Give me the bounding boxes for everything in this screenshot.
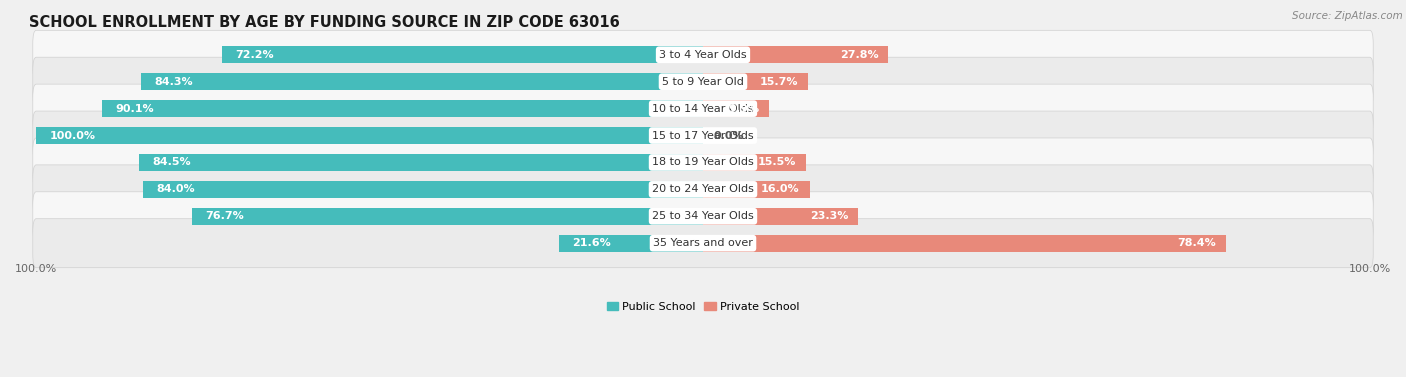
Text: 76.7%: 76.7% bbox=[205, 211, 243, 221]
FancyBboxPatch shape bbox=[32, 165, 1374, 214]
Bar bbox=[103, 100, 703, 117]
Text: 25 to 34 Year Olds: 25 to 34 Year Olds bbox=[652, 211, 754, 221]
Bar bbox=[703, 235, 1226, 251]
Bar bbox=[703, 208, 859, 225]
Text: 90.1%: 90.1% bbox=[115, 104, 155, 113]
Text: 78.4%: 78.4% bbox=[1177, 238, 1216, 248]
Bar bbox=[703, 154, 807, 171]
Text: 35 Years and over: 35 Years and over bbox=[652, 238, 754, 248]
Bar bbox=[560, 235, 703, 251]
Bar bbox=[703, 46, 889, 63]
FancyBboxPatch shape bbox=[32, 30, 1374, 79]
Text: 72.2%: 72.2% bbox=[235, 50, 274, 60]
Text: 16.0%: 16.0% bbox=[761, 184, 800, 195]
Bar bbox=[191, 208, 703, 225]
Text: 23.3%: 23.3% bbox=[810, 211, 848, 221]
Text: 9.9%: 9.9% bbox=[728, 104, 759, 113]
FancyBboxPatch shape bbox=[32, 57, 1374, 106]
Text: 0.0%: 0.0% bbox=[713, 130, 744, 141]
Text: 5 to 9 Year Old: 5 to 9 Year Old bbox=[662, 77, 744, 87]
Text: 18 to 19 Year Olds: 18 to 19 Year Olds bbox=[652, 158, 754, 167]
Bar bbox=[703, 181, 810, 198]
Text: 27.8%: 27.8% bbox=[839, 50, 879, 60]
Text: 10 to 14 Year Olds: 10 to 14 Year Olds bbox=[652, 104, 754, 113]
Text: 100.0%: 100.0% bbox=[49, 130, 96, 141]
Text: 15 to 17 Year Olds: 15 to 17 Year Olds bbox=[652, 130, 754, 141]
Text: 15.7%: 15.7% bbox=[759, 77, 797, 87]
Bar bbox=[703, 74, 807, 90]
Text: 3 to 4 Year Olds: 3 to 4 Year Olds bbox=[659, 50, 747, 60]
Text: 84.3%: 84.3% bbox=[155, 77, 193, 87]
Text: Source: ZipAtlas.com: Source: ZipAtlas.com bbox=[1292, 11, 1403, 21]
Bar bbox=[703, 100, 769, 117]
Bar bbox=[143, 181, 703, 198]
Text: 20 to 24 Year Olds: 20 to 24 Year Olds bbox=[652, 184, 754, 195]
FancyBboxPatch shape bbox=[32, 192, 1374, 241]
Bar bbox=[37, 127, 703, 144]
FancyBboxPatch shape bbox=[32, 138, 1374, 187]
Text: 84.0%: 84.0% bbox=[156, 184, 195, 195]
Text: 15.5%: 15.5% bbox=[758, 158, 796, 167]
Text: SCHOOL ENROLLMENT BY AGE BY FUNDING SOURCE IN ZIP CODE 63016: SCHOOL ENROLLMENT BY AGE BY FUNDING SOUR… bbox=[30, 15, 620, 30]
FancyBboxPatch shape bbox=[32, 111, 1374, 160]
Text: 21.6%: 21.6% bbox=[572, 238, 612, 248]
FancyBboxPatch shape bbox=[32, 84, 1374, 133]
Text: 84.5%: 84.5% bbox=[153, 158, 191, 167]
Bar bbox=[222, 46, 703, 63]
FancyBboxPatch shape bbox=[32, 219, 1374, 268]
Bar bbox=[139, 154, 703, 171]
Legend: Public School, Private School: Public School, Private School bbox=[602, 297, 804, 316]
Bar bbox=[141, 74, 703, 90]
